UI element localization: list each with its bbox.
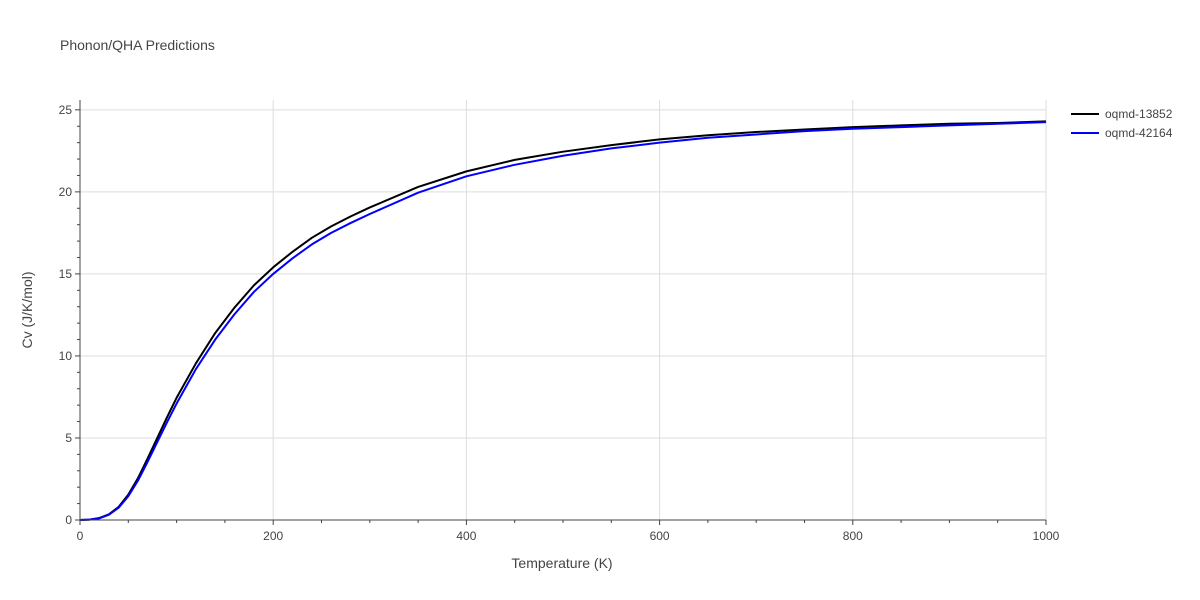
series-line-oqmd-13852 [79, 120, 1047, 521]
x-tick-label: 400 [456, 529, 476, 543]
series-line-oqmd-42164 [79, 121, 1047, 521]
x-tick-label: 1000 [1033, 529, 1060, 543]
plot-area [79, 120, 1047, 521]
y-tick-label: 10 [59, 349, 73, 363]
y-tick-label: 20 [59, 185, 73, 199]
legend-label: oqmd-42164 [1105, 126, 1173, 140]
x-tick-labels: 0 200 400 600 800 1000 [77, 529, 1060, 543]
grid [80, 100, 1047, 520]
x-tick-label: 600 [650, 529, 670, 543]
y-tick-label: 5 [65, 431, 72, 445]
x-tick-label: 200 [263, 529, 283, 543]
x-tick-label: 0 [77, 529, 84, 543]
y-tick-labels: 0 5 10 15 20 25 [59, 103, 73, 527]
x-axis-title: Temperature (K) [511, 555, 612, 571]
y-tick-label: 0 [65, 513, 72, 527]
legend: oqmd-13852 oqmd-42164 [1071, 107, 1173, 140]
y-tick-label: 25 [59, 103, 73, 117]
y-axis-title: Cv (J/K/mol) [19, 272, 35, 349]
x-tick-label: 800 [843, 529, 863, 543]
axes [75, 100, 1047, 525]
legend-label: oqmd-13852 [1105, 107, 1173, 121]
y-tick-label: 15 [59, 267, 73, 281]
chart-title: Phonon/QHA Predictions [60, 37, 215, 53]
